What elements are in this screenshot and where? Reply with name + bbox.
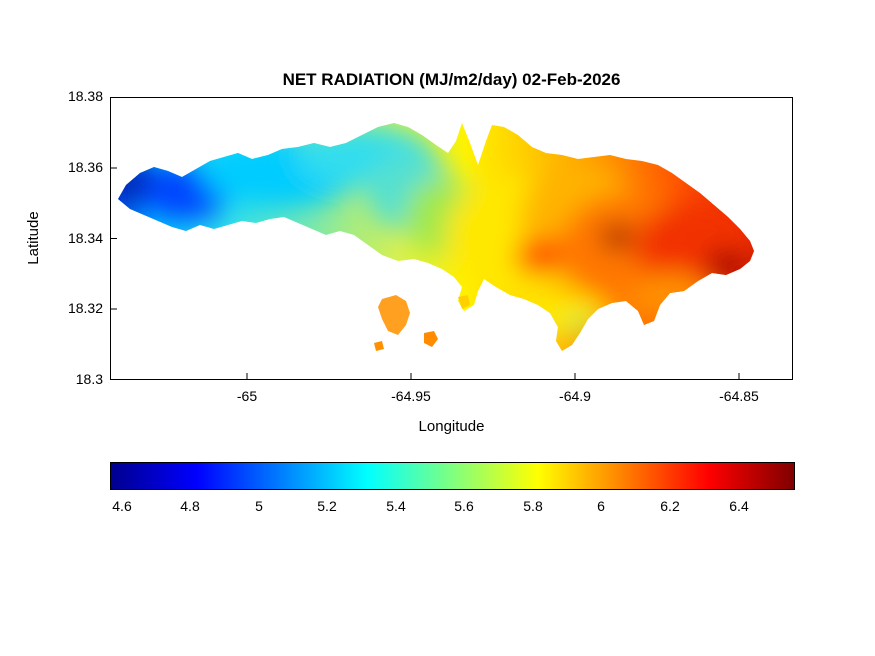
islet	[424, 331, 438, 347]
x-tick-label: -65	[236, 388, 258, 404]
colorbar-tick-label: 5	[255, 498, 263, 514]
colorbar-tick-label: 4.6	[112, 498, 132, 514]
y-axis-label: Latitude	[25, 211, 42, 265]
colorbar	[110, 462, 795, 490]
y-tick-label: 18.38	[67, 88, 103, 104]
colorbar-gradient	[111, 463, 794, 489]
island-contour-map	[110, 97, 793, 380]
colorbar-tick-label: 4.8	[180, 498, 200, 514]
islet	[374, 341, 384, 351]
colorbar-tick-label: 6.2	[660, 498, 680, 514]
y-tick-label: 18.36	[67, 159, 103, 175]
islet	[378, 295, 410, 335]
colorbar-tick-label: 5.2	[317, 498, 337, 514]
x-tick-label: -64.9	[559, 388, 591, 404]
y-tick-label: 18.32	[67, 300, 103, 316]
colorbar-tick-label: 5.4	[386, 498, 406, 514]
chart-title: NET RADIATION (MJ/m2/day) 02-Feb-2026	[282, 70, 621, 89]
x-tick-label: -64.85	[719, 388, 759, 404]
y-tick-label: 18.34	[67, 230, 103, 246]
colorbar-tick-label: 6	[597, 498, 605, 514]
plot-area	[110, 97, 793, 380]
y-tick-label: 18.3	[75, 371, 103, 387]
colorbar-tick-label: 6.4	[729, 498, 749, 514]
x-axis-label: Longitude	[418, 418, 485, 435]
islet	[458, 295, 470, 309]
colorbar-tick-label: 5.8	[523, 498, 543, 514]
colorbar-tick-label: 5.6	[454, 498, 474, 514]
x-tick-label: -64.95	[391, 388, 431, 404]
